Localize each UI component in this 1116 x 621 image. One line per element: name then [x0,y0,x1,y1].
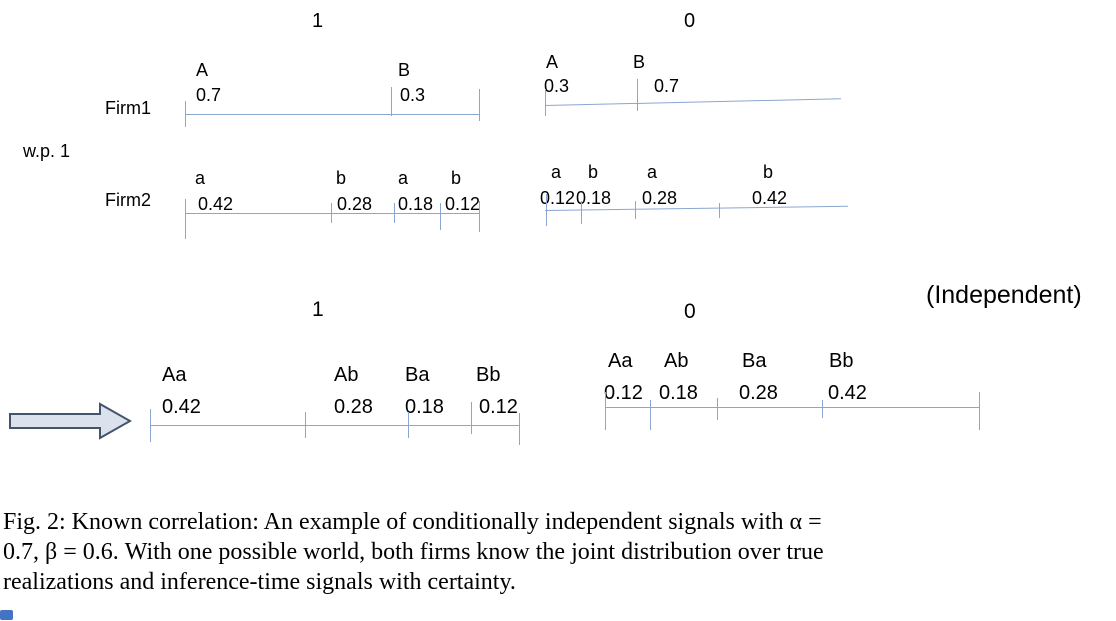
firm2-w0-seg1-signal: b [588,162,599,182]
firm1-w1-seg0-prob: 0.7 [196,85,222,105]
firm2-w0-seg2-prob: 0.28 [642,188,678,208]
implies-arrow-icon [9,402,133,440]
joint-w1-seg3-prob: 0.12 [479,396,518,418]
bottom-world-1-header: 1 [312,298,324,321]
firm2-w1-seg3-prob: 0.12 [445,194,481,214]
tick [305,412,306,438]
caption-line-1: Fig. 2: Known correlation: An example of… [3,509,822,535]
caption-line-3: realizations and inference-time signals … [3,569,516,595]
joint-w0-interval-line [605,407,980,408]
firm2-w1-seg2-prob: 0.18 [398,194,434,214]
tick [822,400,823,418]
tick [440,203,441,230]
tick [605,392,606,430]
tick [581,201,582,224]
top-world-1-header: 1 [312,10,324,32]
wp-label: w.p. 1 [23,141,71,161]
joint-w1-seg1-prob: 0.28 [334,396,373,418]
firm2-w0-seg0-prob: 0.12 [540,188,576,208]
firm1-w1-interval-line [185,114,480,115]
tick [546,194,547,226]
firm2-w0-seg3-prob: 0.42 [752,188,788,208]
joint-w1-seg0-prob: 0.42 [162,396,201,418]
joint-w0-seg0-signal: Aa [608,350,633,372]
tick [650,400,651,430]
joint-w0-seg0-prob: 0.12 [604,382,643,404]
tick [394,203,395,223]
firm1-w0-interval-line [544,98,841,106]
caption-line-2: 0.7, β = 0.6. With one possible world, b… [3,539,824,565]
firm1-w1-seg0-signal: A [196,60,209,80]
joint-w1-seg1-signal: Ab [334,364,359,386]
tick [331,203,332,223]
firm2-w0-seg2-signal: a [647,162,658,182]
independent-label: (Independent) [926,281,1082,309]
firm1-w0-seg1-signal: B [633,52,646,72]
joint-w1-seg3-signal: Bb [476,364,501,386]
firm2-w1-interval-line [185,213,480,214]
firm2-w0-seg1-prob: 0.18 [576,188,612,208]
firm1-w0-seg1-prob: 0.7 [654,76,680,96]
tick [150,409,151,442]
joint-w0-seg3-signal: Bb [829,350,854,372]
tick [479,201,480,232]
tick [479,89,480,121]
tick [185,101,186,127]
joint-w0-seg1-prob: 0.18 [659,382,698,404]
firm1-w0-seg0-signal: A [546,52,559,72]
tick [519,413,520,445]
tick [717,398,718,420]
firm2-w1-seg3-signal: b [451,168,462,188]
top-world-0-header: 0 [684,10,696,32]
firm2-label: Firm2 [105,190,151,210]
tick [408,412,409,438]
firm2-w1-seg1-prob: 0.28 [337,194,373,214]
joint-w1-seg2-signal: Ba [405,364,430,386]
joint-w1-seg2-prob: 0.18 [405,396,444,418]
bottom-world-0-header: 0 [684,300,696,323]
tick [185,199,186,239]
joint-w1-seg0-signal: Aa [162,364,187,386]
firm2-w1-seg1-signal: b [336,168,347,188]
firm2-w1-seg2-signal: a [398,168,409,188]
firm2-w0-seg0-signal: a [551,162,562,182]
tick [635,201,636,219]
firm1-label: Firm1 [105,98,151,118]
joint-w0-seg3-prob: 0.42 [828,382,867,404]
joint-w1-interval-line [150,425,520,426]
firm1-w1-seg1-signal: B [398,60,411,80]
tick [471,402,472,434]
firm1-w0-seg0-prob: 0.3 [544,76,570,96]
firm2-w1-seg0-signal: a [195,168,206,188]
firm1-w1-seg1-prob: 0.3 [400,85,426,105]
firm2-w1-seg0-prob: 0.42 [198,194,234,214]
joint-w0-seg2-prob: 0.28 [739,382,778,404]
joint-w0-seg1-signal: Ab [664,350,689,372]
firm2-w0-seg3-signal: b [763,162,774,182]
tick [637,79,638,111]
tick [979,392,980,430]
tick [391,87,392,116]
tick [545,89,546,116]
corner-marker [0,610,13,620]
tick [719,203,720,218]
joint-w0-seg2-signal: Ba [742,350,767,372]
